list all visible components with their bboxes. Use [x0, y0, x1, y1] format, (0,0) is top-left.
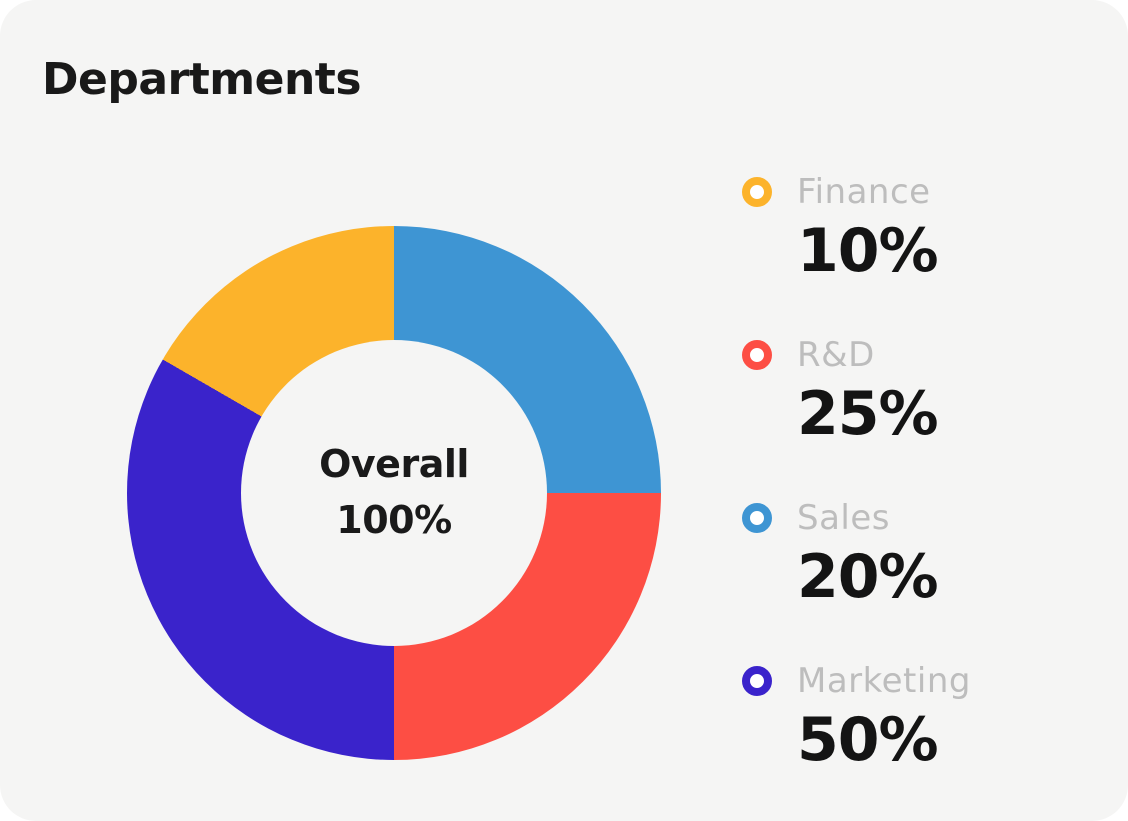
- card-title: Departments: [42, 54, 362, 105]
- finance-ring-icon: [742, 177, 772, 207]
- sales-ring-icon: [742, 503, 772, 533]
- legend-row: R&D: [742, 335, 1102, 375]
- legend-row: Sales: [742, 498, 1102, 538]
- legend-label-sales: Sales: [797, 498, 890, 538]
- donut-hole: Overall 100%: [241, 340, 547, 646]
- legend-label-marketing: Marketing: [797, 661, 971, 701]
- legend-value-marketing: 50%: [797, 705, 939, 775]
- legend-value-finance: 10%: [797, 216, 939, 286]
- marketing-ring-icon: [742, 666, 772, 696]
- rnd-ring-icon: [742, 340, 772, 370]
- legend-item-sales: Sales 20%: [742, 498, 1102, 609]
- legend-row: Finance: [742, 172, 1102, 212]
- legend-value-sales: 20%: [797, 542, 939, 612]
- donut-chart: Overall 100%: [127, 226, 661, 760]
- donut-center-value: 100%: [336, 498, 452, 542]
- legend-item-rnd: R&D 25%: [742, 335, 1102, 446]
- legend-value-rnd: 25%: [797, 379, 939, 449]
- legend-row: Marketing: [742, 661, 1102, 701]
- legend-label-rnd: R&D: [797, 335, 875, 375]
- donut-center-label: Overall: [319, 442, 469, 487]
- legend-item-finance: Finance 10%: [742, 172, 1102, 283]
- legend-label-finance: Finance: [797, 172, 931, 212]
- legend-item-marketing: Marketing 50%: [742, 661, 1102, 772]
